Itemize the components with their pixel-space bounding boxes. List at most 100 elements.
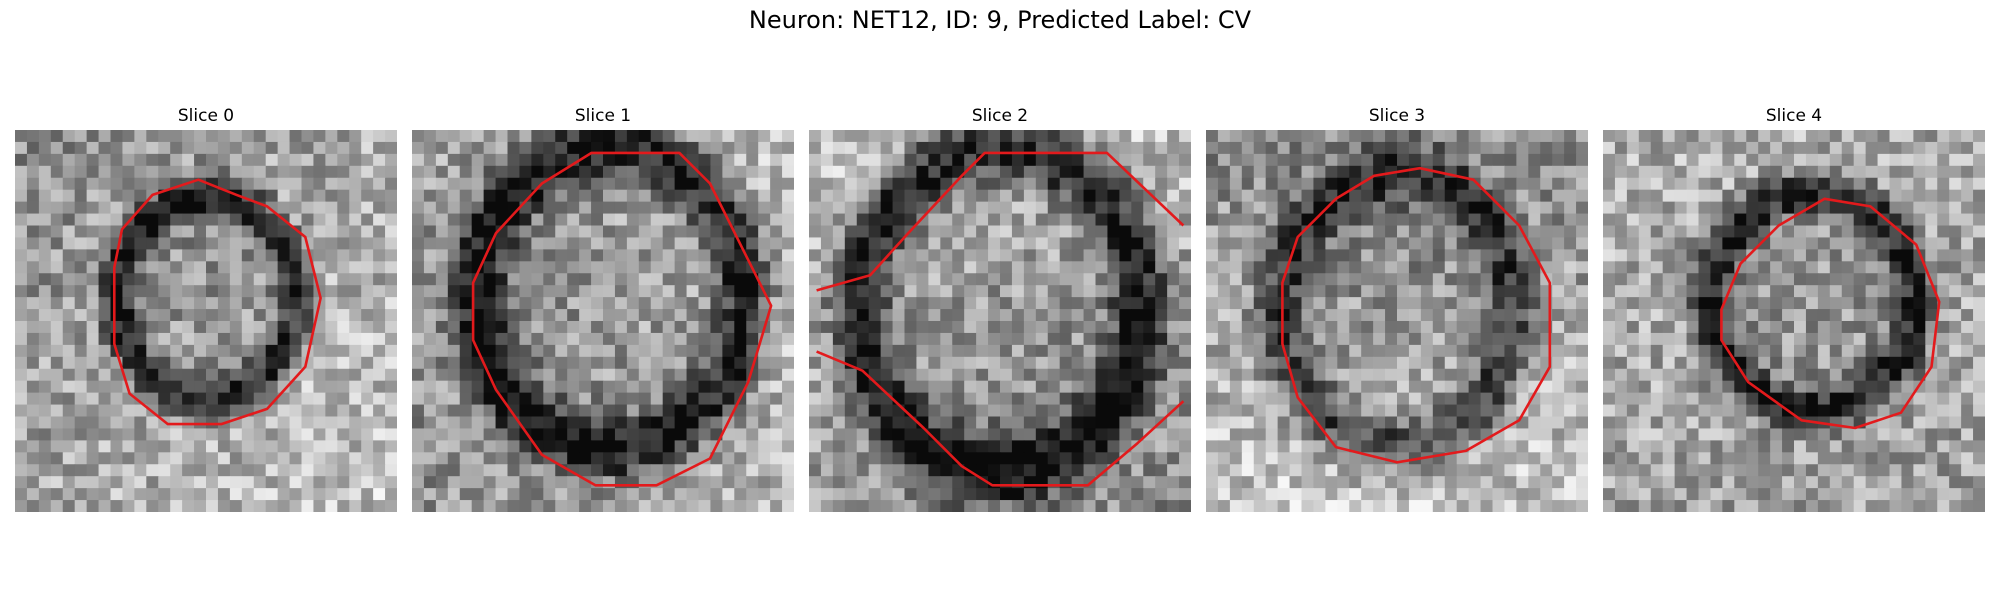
image-pixel xyxy=(98,153,111,167)
image-pixel xyxy=(337,309,350,322)
image-pixel xyxy=(1420,464,1434,477)
image-pixel xyxy=(1889,189,1902,203)
image-pixel xyxy=(1746,165,1759,179)
image-pixel xyxy=(423,500,437,512)
image-pixel xyxy=(435,428,449,441)
image-pixel xyxy=(146,344,159,358)
image-pixel xyxy=(1865,440,1879,453)
image-pixel xyxy=(579,380,592,394)
image-pixel xyxy=(86,464,100,477)
image-pixel xyxy=(134,392,147,406)
image-pixel xyxy=(337,488,350,501)
image-pixel xyxy=(734,153,747,167)
image-pixel xyxy=(74,488,88,501)
image-pixel xyxy=(1217,261,1231,274)
image-pixel xyxy=(206,380,219,394)
image-pixel xyxy=(1603,380,1616,394)
image-pixel xyxy=(289,237,302,250)
image-pixel xyxy=(686,189,699,203)
image-pixel xyxy=(698,404,711,417)
image-pixel xyxy=(856,130,870,143)
image-pixel xyxy=(483,332,497,346)
image-pixel xyxy=(832,488,846,501)
image-pixel xyxy=(734,464,747,477)
image-pixel xyxy=(940,213,953,226)
image-pixel xyxy=(373,130,386,143)
image-pixel xyxy=(1626,130,1640,143)
image-pixel xyxy=(1373,500,1386,512)
image-pixel xyxy=(38,237,52,250)
image-pixel xyxy=(567,237,580,250)
image-pixel xyxy=(38,464,52,477)
image-pixel xyxy=(1603,201,1616,215)
image-pixel xyxy=(603,464,616,477)
image-pixel xyxy=(483,273,497,286)
image-pixel xyxy=(638,249,652,262)
image-pixel xyxy=(38,452,52,465)
image-pixel xyxy=(423,488,437,501)
image-pixel xyxy=(809,464,822,477)
image-pixel xyxy=(1794,285,1807,298)
image-pixel xyxy=(1504,321,1517,334)
image-pixel xyxy=(952,261,965,274)
image-pixel xyxy=(710,488,723,501)
image-pixel xyxy=(928,452,941,465)
image-pixel xyxy=(1889,380,1902,394)
image-pixel xyxy=(940,464,953,477)
image-pixel xyxy=(1865,189,1879,203)
image-pixel xyxy=(1841,344,1855,358)
image-pixel xyxy=(892,249,905,262)
image-pixel xyxy=(1083,261,1096,274)
image-pixel xyxy=(746,321,759,334)
image-pixel xyxy=(976,213,989,226)
image-pixel xyxy=(746,380,759,394)
image-pixel xyxy=(412,500,425,512)
image-pixel xyxy=(253,464,267,477)
image-pixel xyxy=(952,213,965,226)
image-pixel xyxy=(158,356,171,370)
image-pixel xyxy=(1229,356,1243,370)
image-pixel xyxy=(988,261,1001,274)
image-pixel xyxy=(1265,356,1279,370)
image-pixel xyxy=(976,309,989,322)
image-pixel xyxy=(1444,464,1458,477)
image-pixel xyxy=(385,165,397,179)
image-pixel xyxy=(809,344,822,358)
image-pixel xyxy=(746,130,759,143)
image-pixel xyxy=(86,392,100,406)
image-pixel xyxy=(1444,404,1458,417)
image-pixel xyxy=(146,213,159,226)
image-pixel xyxy=(1420,225,1434,238)
image-pixel xyxy=(1277,141,1291,155)
image-pixel xyxy=(412,165,425,179)
image-pixel xyxy=(1877,368,1890,382)
image-pixel xyxy=(1528,476,1541,489)
image-pixel xyxy=(194,201,207,215)
image-pixel xyxy=(1746,297,1759,310)
image-pixel xyxy=(194,273,207,286)
image-pixel xyxy=(591,165,604,179)
image-pixel xyxy=(1961,309,1974,322)
image-pixel xyxy=(686,440,699,453)
image-pixel xyxy=(1277,476,1291,489)
image-pixel xyxy=(1047,392,1061,406)
image-pixel xyxy=(1361,285,1374,298)
image-pixel xyxy=(1829,380,1843,394)
image-pixel xyxy=(686,500,699,512)
image-pixel xyxy=(1853,153,1867,167)
image-pixel xyxy=(1650,332,1664,346)
image-pixel xyxy=(1131,356,1144,370)
image-pixel xyxy=(447,249,461,262)
image-pixel xyxy=(1829,273,1843,286)
image-pixel xyxy=(928,356,941,370)
image-pixel xyxy=(146,177,159,191)
image-pixel xyxy=(770,464,783,477)
image-pixel xyxy=(110,261,123,274)
image-pixel xyxy=(988,332,1001,346)
image-pixel xyxy=(1095,500,1108,512)
image-pixel xyxy=(74,130,88,143)
image-pixel xyxy=(1961,261,1974,274)
image-pixel xyxy=(662,297,676,310)
image-pixel xyxy=(1167,225,1180,238)
image-pixel xyxy=(1504,404,1517,417)
